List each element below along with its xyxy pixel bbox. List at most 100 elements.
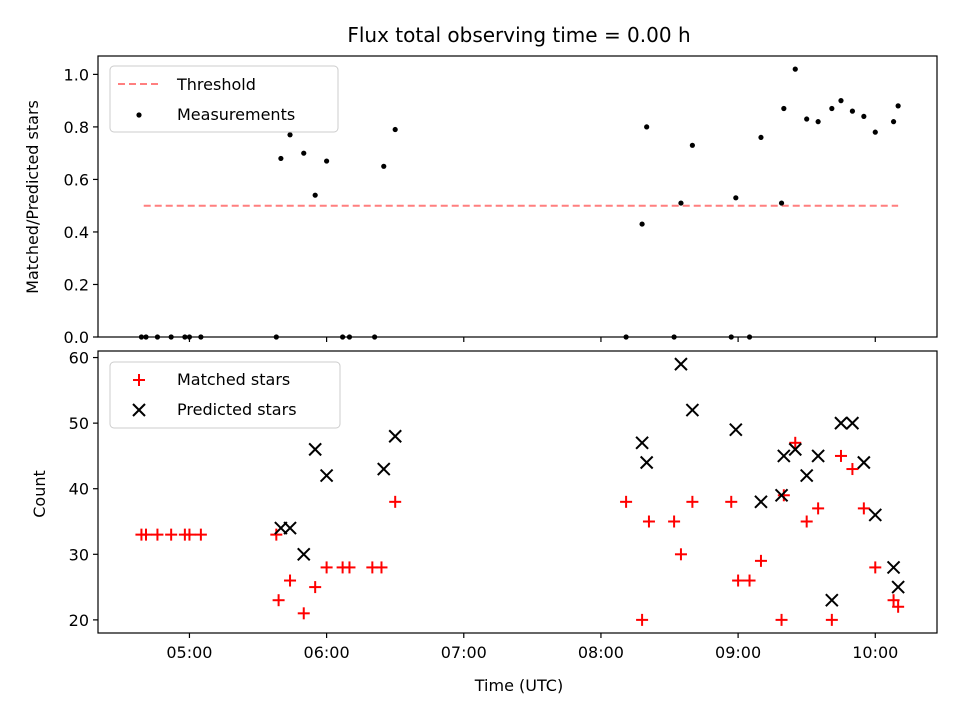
measurement-point [312, 192, 318, 198]
top-y-tick-label: 0.8 [64, 118, 89, 137]
measurement-point [829, 105, 835, 112]
predicted-stars-point [729, 422, 743, 437]
x-tick-label: 08:00 [578, 643, 624, 662]
matched-stars-point [732, 574, 745, 587]
x-tick-label: 05:00 [166, 643, 212, 662]
bottom-y-tick-label: 40 [69, 480, 89, 499]
measurement-point [324, 158, 330, 164]
legend-matched-label: Matched stars [177, 370, 290, 389]
top-y-tick-label: 0.0 [64, 328, 89, 347]
measurement-point [778, 200, 785, 206]
legend-measurements-label: Measurements [177, 105, 295, 124]
chart-title: Flux total observing time = 0.00 h [347, 23, 690, 47]
matched-stars-point [812, 502, 825, 515]
measurement-point [872, 129, 878, 135]
bottom-y-tick-label: 60 [69, 349, 89, 368]
matched-stars-point [297, 607, 310, 620]
measurement-point [804, 116, 810, 122]
predicted-stars-point [799, 468, 814, 483]
predicted-stars-point [845, 416, 860, 430]
matched-stars-point [165, 528, 178, 541]
matched-stars-point [846, 463, 859, 476]
predicted-stars-point [834, 416, 848, 430]
matched-stars-point [777, 489, 790, 502]
legend-bottom-frame [109, 361, 341, 429]
measurement-point [890, 119, 897, 125]
top-y-tick-label: 0.4 [64, 223, 89, 242]
matched-stars-point [825, 613, 838, 626]
matched-stars-point [789, 436, 802, 449]
legend-bottom: Matched stars Predicted stars [109, 361, 341, 429]
legend-measurements-swatch [136, 112, 142, 118]
matched-stars-point [320, 561, 333, 574]
top-y-tick-label: 1.0 [64, 65, 89, 84]
measurement-point [639, 221, 645, 227]
x-tick-label: 06:00 [304, 643, 350, 662]
matched-stars-point [887, 594, 900, 607]
predicted-stars-point [308, 442, 322, 457]
legend-predicted-swatch [132, 403, 146, 417]
measurement-point [278, 155, 284, 162]
predicted-stars-point [377, 462, 391, 476]
legend-matched-swatch [133, 374, 145, 386]
matched-stars-point [375, 561, 388, 574]
measurement-point [849, 108, 856, 114]
measurement-point [733, 195, 739, 201]
predicted-stars-point [774, 488, 789, 502]
matched-stars-point [686, 495, 699, 508]
predicted-stars-point [319, 468, 334, 483]
measurement-point [781, 105, 787, 112]
predicted-stars-point [283, 521, 297, 535]
bottom-panel: 20 30 40 50 60 05:00 06:00 07:00 08:00 09:00 10:00 [69, 349, 938, 662]
measurement-point [861, 113, 867, 120]
matched-stars-point [834, 449, 847, 462]
matched-stars-point [869, 561, 882, 574]
measurement-point [287, 132, 293, 138]
predicted-stars-point [674, 357, 688, 371]
predicted-stars-point [868, 508, 882, 522]
matched-stars-point [194, 528, 207, 541]
top-axes-frame [97, 55, 938, 338]
measurement-point [301, 150, 307, 156]
measurement-point [381, 163, 387, 169]
predicted-stars-point [886, 560, 901, 575]
measurement-point [792, 66, 798, 72]
matched-stars-point [800, 515, 813, 528]
matched-stars-point [620, 495, 633, 508]
measurement-point [895, 103, 901, 109]
x-tick-label: 07:00 [441, 643, 487, 662]
matched-stars-point [674, 548, 687, 561]
x-tick-label: 09:00 [715, 643, 761, 662]
measurement-point [838, 98, 844, 104]
legend-top: Threshold Measurements [109, 65, 339, 133]
legend-top-frame [109, 65, 339, 133]
bottom-x-axis-label: Time (UTC) [474, 676, 563, 695]
matched-stars-point [389, 495, 402, 508]
measurement-point [392, 126, 398, 133]
predicted-stars-point [777, 449, 791, 463]
matched-stars-point [284, 574, 297, 587]
bottom-y-tick-label: 20 [69, 611, 89, 630]
bottom-y-axis-label: Count [30, 470, 49, 518]
bottom-series-1 [274, 357, 905, 607]
predicted-stars-point [297, 547, 311, 562]
matched-stars-point [892, 600, 905, 613]
bottom-axes-frame [97, 350, 938, 634]
top-panel: 0.0 0.2 0.4 0.6 0.8 1.0 [64, 55, 938, 347]
predicted-stars-point [788, 442, 802, 457]
matched-stars-point [668, 515, 681, 528]
predicted-stars-point [754, 495, 768, 509]
bottom-y-tick-label: 30 [69, 545, 89, 564]
matched-stars-point [343, 561, 356, 574]
predicted-stars-point [639, 455, 654, 470]
matched-stars-point [642, 515, 655, 528]
predicted-stars-point [857, 455, 871, 470]
predicted-stars-point [635, 436, 649, 450]
top-y-tick-label: 0.2 [64, 275, 89, 294]
predicted-stars-point [685, 403, 700, 417]
top-y-axis-label: Matched/Predicted stars [23, 100, 42, 294]
top-y-tick-label: 0.6 [64, 170, 89, 189]
matched-stars-point [272, 594, 285, 607]
matched-stars-point [309, 581, 322, 594]
